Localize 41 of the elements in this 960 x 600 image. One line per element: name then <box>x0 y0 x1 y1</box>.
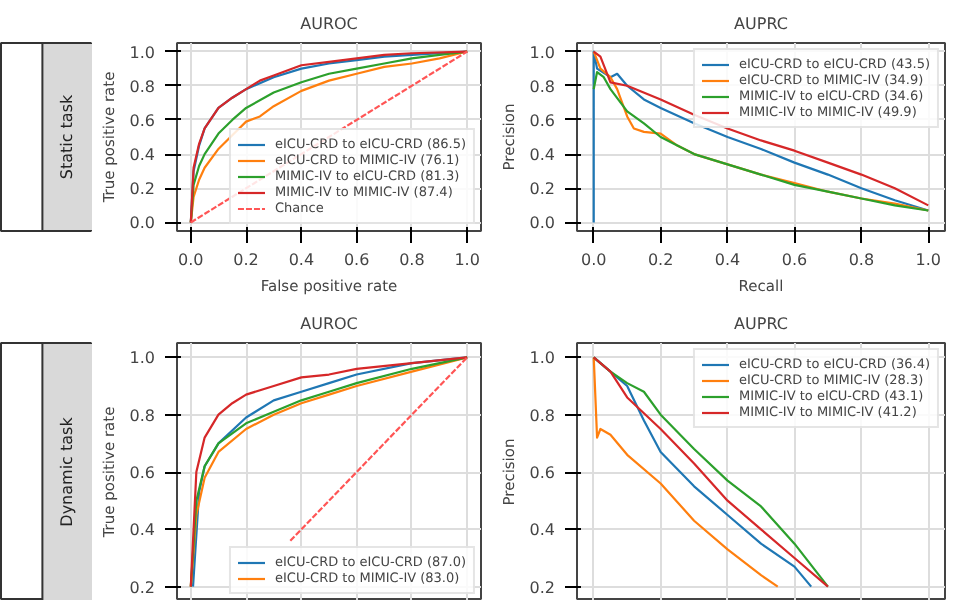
y-tick-label: 1.0 <box>129 349 156 368</box>
chart-title: AUROC <box>300 315 359 333</box>
x-tick-label: 0.0 <box>581 251 607 269</box>
y-tick-label: 0.2 <box>129 578 156 597</box>
y-tick-label: 1.0 <box>129 43 156 62</box>
y-tick-label: 0.8 <box>529 406 556 425</box>
y-tick-label: 0.8 <box>529 77 556 96</box>
y-tick-label: 0.4 <box>529 146 556 165</box>
text: Dynamic task <box>58 416 77 527</box>
y-tick-label: 0.8 <box>129 77 156 96</box>
text: Static task <box>58 94 77 180</box>
y-tick-label: 1.0 <box>529 349 556 368</box>
x-tick-label: 0.8 <box>399 251 425 269</box>
x-tick-label: 0.4 <box>288 251 315 269</box>
y-tick-label: 0.2 <box>529 180 556 199</box>
x-tick-label: 0.4 <box>714 251 741 269</box>
chart-title: AUPRC <box>734 315 789 333</box>
chart-title: AUROC <box>300 15 359 33</box>
y-tick-label: 0.0 <box>529 214 556 233</box>
y-tick-label: 0.6 <box>529 464 556 482</box>
x-tick-label: 0.0 <box>178 251 204 269</box>
chart-title: AUPRC <box>734 15 789 33</box>
y-tick-label: 0.2 <box>129 180 156 199</box>
y-tick-label: 0.4 <box>129 146 156 165</box>
x-tick-label: 1.0 <box>454 251 480 269</box>
line-series <box>189 50 469 224</box>
x-tick-label: 0.8 <box>848 251 875 269</box>
x-tick-label: 1.0 <box>915 251 942 269</box>
x-tick-label: 0.6 <box>781 251 808 269</box>
y-tick-label: 0.0 <box>129 214 156 233</box>
y-tick-label: 0.4 <box>129 521 156 540</box>
x-tick-label: 0.6 <box>343 251 370 269</box>
y-tick-label: 0.6 <box>129 111 156 130</box>
x-tick-label: 0.2 <box>233 251 259 269</box>
y-tick-label: 0.6 <box>129 464 156 482</box>
y-tick-label: 1.0 <box>529 43 556 62</box>
y-tick-label: 0.6 <box>529 111 556 130</box>
y-tick-label: 0.4 <box>529 521 556 540</box>
y-tick-label: 0.8 <box>129 406 156 425</box>
x-tick-label: 0.2 <box>647 251 674 269</box>
y-tick-label: 0.2 <box>529 578 556 597</box>
